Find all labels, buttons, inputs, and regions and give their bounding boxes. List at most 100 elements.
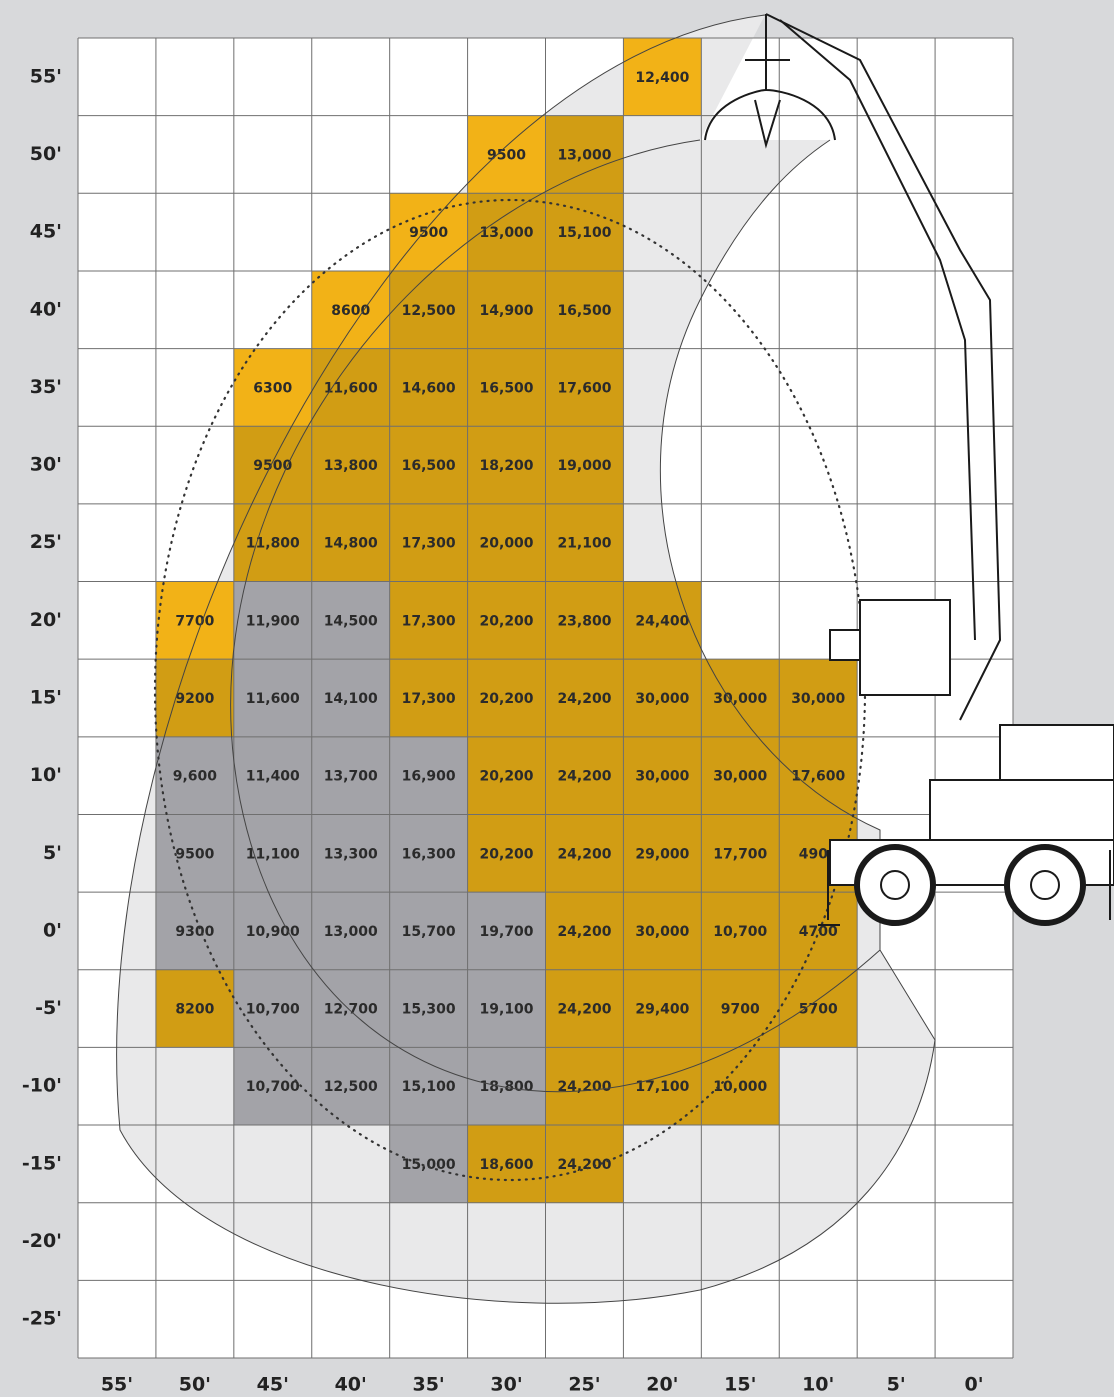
cell-value: 16,300 bbox=[402, 846, 456, 862]
x-label: 15' bbox=[724, 1374, 756, 1396]
cell bbox=[545, 892, 624, 970]
cell bbox=[389, 736, 468, 815]
cell bbox=[467, 426, 546, 504]
cell-value: 30,000 bbox=[635, 769, 689, 785]
axis-labels: 55' 50' 45' 40' 35' 30' 25' 20' 15' 10' 5' 0' -5' -10… bbox=[22, 65, 984, 1395]
cell bbox=[233, 892, 312, 970]
body bbox=[929, 779, 1114, 841]
y-label: 25' bbox=[30, 531, 62, 553]
cell bbox=[467, 892, 546, 970]
cell-value: 24,200 bbox=[557, 1079, 611, 1095]
cell-value: 19,100 bbox=[480, 1002, 534, 1018]
cell-value: 29,000 bbox=[635, 846, 689, 862]
cell-value: 29,400 bbox=[635, 1002, 689, 1018]
cell bbox=[233, 969, 312, 1048]
cell-value: 17,700 bbox=[713, 846, 767, 862]
cell bbox=[779, 659, 858, 737]
machine bbox=[704, 13, 1114, 926]
cell-value: 14,800 bbox=[324, 536, 378, 552]
cell-value: 16,500 bbox=[402, 458, 456, 474]
cell-value: 24,200 bbox=[557, 924, 611, 940]
cell-value: 17,100 bbox=[635, 1079, 689, 1095]
cell bbox=[311, 503, 390, 582]
x-label: 30' bbox=[490, 1374, 522, 1396]
cell bbox=[467, 814, 546, 893]
cell bbox=[311, 270, 390, 349]
cell bbox=[623, 969, 702, 1048]
cell bbox=[311, 969, 390, 1048]
cell bbox=[233, 736, 312, 815]
y-label: 55' bbox=[30, 65, 62, 87]
cell-value: 15,100 bbox=[402, 1079, 456, 1095]
cab bbox=[859, 599, 951, 696]
cell bbox=[545, 115, 624, 194]
y-label: -10' bbox=[22, 1075, 62, 1097]
cell-value: 12,500 bbox=[402, 303, 456, 319]
y-label: 15' bbox=[30, 687, 62, 709]
cell bbox=[467, 581, 546, 660]
cell-value: 20,000 bbox=[480, 536, 534, 552]
wheel bbox=[1004, 844, 1086, 926]
cell-value: 10,700 bbox=[246, 1002, 300, 1018]
y-label: -25' bbox=[22, 1308, 62, 1330]
cell-value: 17,300 bbox=[402, 613, 456, 629]
cell bbox=[623, 38, 702, 116]
cell bbox=[623, 736, 702, 815]
cell-value: 24,200 bbox=[557, 1002, 611, 1018]
cell bbox=[389, 503, 468, 582]
cell bbox=[233, 503, 312, 582]
cell bbox=[467, 659, 546, 737]
cell-value: 11,400 bbox=[246, 769, 300, 785]
cell bbox=[545, 1047, 624, 1126]
cell bbox=[545, 736, 624, 815]
cab-step bbox=[829, 629, 861, 661]
grapple bbox=[704, 14, 836, 149]
cell-value: 19,000 bbox=[557, 458, 611, 474]
cell-value: 21,100 bbox=[557, 536, 611, 552]
cell bbox=[701, 659, 780, 737]
boom bbox=[765, 13, 1002, 721]
y-label: 30' bbox=[30, 454, 62, 476]
cell-value: 17,300 bbox=[402, 691, 456, 707]
cell bbox=[467, 736, 546, 815]
cell-value: 24,200 bbox=[557, 769, 611, 785]
cell-value: 17,600 bbox=[557, 380, 611, 396]
cell-value: 30,000 bbox=[713, 691, 767, 707]
cell bbox=[233, 1047, 312, 1126]
cell-value: 24,200 bbox=[557, 691, 611, 707]
cell bbox=[311, 814, 390, 893]
cell bbox=[467, 1047, 546, 1126]
cell-value: 13,000 bbox=[480, 225, 534, 241]
cell-value: 20,200 bbox=[480, 769, 534, 785]
cell-value: 9500 bbox=[409, 225, 448, 241]
cell bbox=[311, 892, 390, 970]
cell bbox=[545, 503, 624, 582]
cell bbox=[155, 659, 234, 737]
cell bbox=[233, 659, 312, 737]
cell-value: 20,200 bbox=[480, 613, 534, 629]
x-label: 50' bbox=[179, 1374, 211, 1396]
cell-value: 15,700 bbox=[402, 924, 456, 940]
cell bbox=[467, 348, 546, 427]
cell-value: 30,000 bbox=[713, 769, 767, 785]
cell bbox=[311, 659, 390, 737]
x-label: 45' bbox=[257, 1374, 289, 1396]
x-label: 55' bbox=[101, 1374, 133, 1396]
x-label: 0' bbox=[965, 1374, 984, 1396]
cell bbox=[701, 892, 780, 970]
y-label: 40' bbox=[30, 298, 62, 320]
cell bbox=[545, 814, 624, 893]
cell bbox=[467, 1125, 546, 1203]
cell-value: 24,400 bbox=[635, 613, 689, 629]
cell-value: 17,600 bbox=[791, 769, 845, 785]
cell bbox=[545, 659, 624, 737]
cell-value: 15,300 bbox=[402, 1002, 456, 1018]
cell-value: 8200 bbox=[175, 1002, 214, 1018]
cell bbox=[311, 581, 390, 660]
cell-value: 20,200 bbox=[480, 846, 534, 862]
cell bbox=[389, 1125, 468, 1203]
cell bbox=[701, 969, 780, 1048]
cell bbox=[701, 736, 780, 815]
cell-value: 24,200 bbox=[557, 846, 611, 862]
